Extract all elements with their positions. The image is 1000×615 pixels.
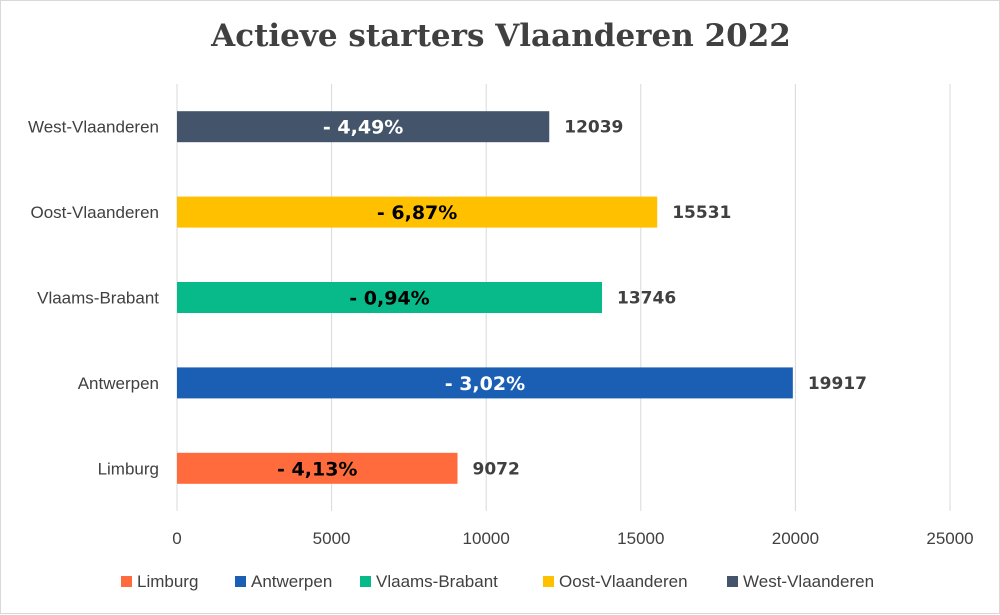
x-axis: 0 5000 10000 15000 20000 25000 (172, 529, 973, 548)
category-label: Vlaams-Brabant (37, 289, 159, 308)
category-label: Limburg (98, 459, 159, 478)
category-label: West-Vlaanderen (28, 118, 159, 137)
bar (177, 196, 658, 228)
x-tick-label: 20000 (772, 529, 819, 548)
data-label: 19917 (808, 374, 867, 394)
chart-title: Actieve starters Vlaanderen 2022 (210, 18, 791, 54)
bar (177, 282, 603, 313)
legend-label: Limburg (137, 572, 198, 591)
bar (177, 452, 458, 484)
category-label: Antwerpen (78, 374, 159, 393)
change-label: - 4,13% (277, 458, 357, 480)
legend-swatch (360, 576, 371, 587)
data-label: 9072 (473, 459, 520, 479)
data-label: 15531 (672, 203, 731, 223)
x-tick-label: 0 (172, 529, 181, 548)
legend-label: Oost-Vlaanderen (559, 572, 688, 591)
bar (177, 111, 550, 143)
legend-swatch (235, 576, 246, 587)
legend-swatch (543, 576, 554, 587)
legend: Limburg Antwerpen Vlaams-Brabant Oost-Vlaan… (121, 572, 874, 591)
data-label: 13746 (617, 289, 676, 309)
data-label: 12039 (564, 118, 623, 138)
bars: Limburg 9072 - 4,13% Antwerpen 19917 - 3,02% V… (28, 111, 867, 484)
category-label: Oost-Vlaanderen (30, 203, 159, 222)
legend-swatch (727, 576, 738, 587)
x-tick-label: 5000 (313, 529, 351, 548)
change-label: - 4,49% (323, 117, 403, 139)
x-tick-label: 15000 (617, 529, 664, 548)
change-label: - 6,87% (377, 202, 457, 224)
legend-swatch (121, 576, 132, 587)
bar (177, 367, 793, 399)
legend-label: Antwerpen (251, 572, 332, 591)
legend-label: Vlaams-Brabant (376, 572, 498, 591)
x-tick-label: 10000 (463, 529, 510, 548)
change-label: - 3,02% (445, 373, 525, 395)
legend-label: West-Vlaanderen (743, 572, 874, 591)
change-label: - 0,94% (349, 288, 429, 310)
x-tick-label: 25000 (926, 529, 973, 548)
